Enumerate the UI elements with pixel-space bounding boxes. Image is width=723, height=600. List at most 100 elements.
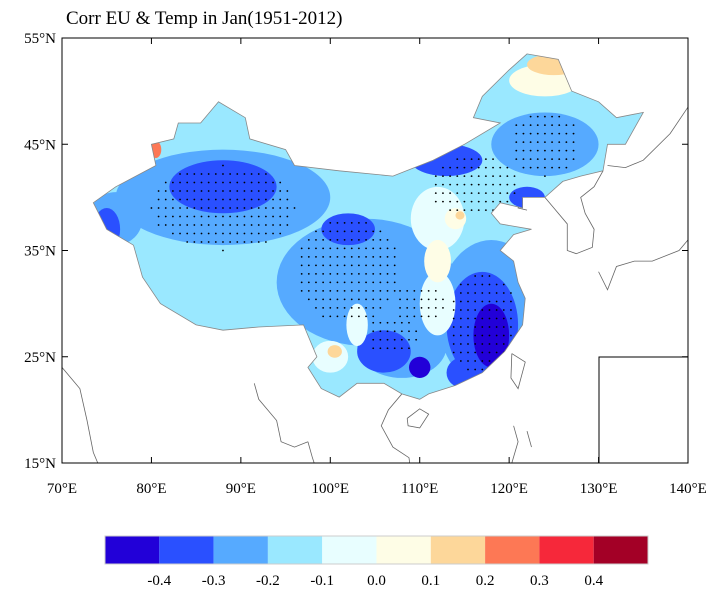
stipple-dot — [307, 238, 310, 241]
stipple-dot — [200, 207, 203, 209]
stipple-dot — [484, 192, 487, 195]
stipple-dot — [449, 166, 452, 169]
stipple-dot — [379, 247, 382, 250]
stipple-dot — [393, 272, 396, 275]
stipple-dot — [257, 190, 260, 192]
stipple-dot — [481, 343, 484, 345]
stipple-dot — [510, 300, 512, 303]
stipple-dot — [495, 300, 498, 303]
stipple-dot — [474, 334, 477, 337]
stipple-dot — [488, 283, 491, 286]
stipple-dot — [329, 255, 332, 258]
stipple-dot — [186, 232, 189, 235]
coastline — [598, 239, 688, 291]
stipple-dot — [365, 238, 367, 241]
stipple-dot — [229, 181, 232, 184]
stipple-dot — [477, 175, 480, 178]
stipple-dot — [467, 368, 469, 371]
stipple-dot — [193, 207, 196, 209]
stipple-dot — [358, 281, 360, 284]
stipple-dot — [179, 224, 181, 226]
stipple-dot — [300, 247, 303, 250]
contour-region — [446, 356, 483, 389]
stipple-dot — [164, 224, 167, 226]
stipple-dot — [272, 190, 274, 192]
stipple-dot — [452, 351, 455, 354]
coastlines — [62, 106, 688, 463]
stipple-dot — [286, 215, 289, 218]
stipple-dot — [350, 221, 353, 224]
stipple-dot — [329, 264, 332, 267]
stipple-dot — [157, 224, 160, 226]
stipple-dot — [470, 158, 473, 161]
stipple-dot — [350, 238, 353, 241]
stipple-dot — [343, 298, 346, 301]
stipple-dot — [322, 264, 325, 267]
stipple-dot — [214, 241, 217, 243]
stipple-dot — [350, 306, 353, 309]
lon-tick-label: 100°E — [311, 481, 349, 497]
stipple-dot — [513, 175, 516, 178]
stipple-dot — [250, 215, 253, 218]
stipple-dot — [200, 173, 203, 175]
stipple-dot — [522, 124, 525, 127]
stipple-dot — [279, 181, 282, 184]
stipple-dot — [200, 181, 203, 184]
contour-region — [169, 160, 277, 214]
stipple-dot — [565, 141, 568, 144]
stipple-dot — [350, 289, 353, 292]
stipple-dot — [243, 232, 246, 235]
stipple-dot — [307, 255, 310, 258]
stipple-dot — [386, 281, 389, 284]
stipple-dot — [467, 283, 469, 286]
stipple-dot — [484, 175, 487, 178]
stipple-dot — [365, 298, 367, 301]
stipple-dot — [157, 207, 160, 209]
colorbar-swatch — [485, 536, 540, 564]
stipple-dot — [343, 289, 346, 292]
stipple-dot — [474, 275, 477, 277]
stipple-dot — [406, 306, 409, 309]
stipple-dot — [336, 221, 339, 224]
stipple-dot — [481, 368, 484, 371]
stipple-dot — [358, 221, 360, 224]
stipple-dot — [481, 351, 484, 354]
stipple-dot — [529, 141, 532, 144]
stipple-dot — [279, 215, 282, 218]
coastline — [526, 431, 532, 448]
stipple-dot — [372, 255, 375, 258]
coastline — [253, 383, 309, 448]
stipple-dot — [207, 232, 210, 235]
stipple-dot — [488, 309, 491, 311]
stipple-dot — [522, 166, 525, 169]
colorbar-label: -0.2 — [256, 573, 280, 589]
stipple-dot — [329, 281, 332, 284]
stipple-dot — [408, 347, 410, 350]
stipple-dot — [372, 330, 375, 333]
stipple-dot — [522, 141, 525, 144]
stipple-dot — [386, 321, 389, 324]
stipple-dot — [434, 289, 437, 292]
stipple-dot — [572, 158, 575, 161]
stipple-dot — [236, 224, 239, 226]
stipple-dot — [307, 298, 310, 301]
stipple-dot — [307, 247, 310, 250]
stipple-dot — [350, 264, 353, 267]
lon-tick-label: 90°E — [226, 481, 256, 497]
stipple-dot — [222, 190, 224, 192]
stipple-dot — [427, 298, 430, 301]
stipple-dot — [350, 247, 353, 250]
stipple-dot — [322, 247, 325, 250]
stipple-dot — [495, 360, 498, 362]
coastline — [380, 393, 411, 463]
stipple-dot — [456, 183, 459, 186]
stipple-dot — [386, 347, 389, 350]
stipple-dot — [272, 198, 274, 201]
stipple-dot — [193, 232, 196, 235]
stipple-dot — [307, 264, 310, 267]
stipple-dot — [477, 158, 480, 161]
stipple-dot — [329, 289, 332, 292]
stipple-dot — [510, 326, 512, 328]
stipple-dot — [467, 292, 469, 294]
stipple-dot — [420, 298, 423, 301]
